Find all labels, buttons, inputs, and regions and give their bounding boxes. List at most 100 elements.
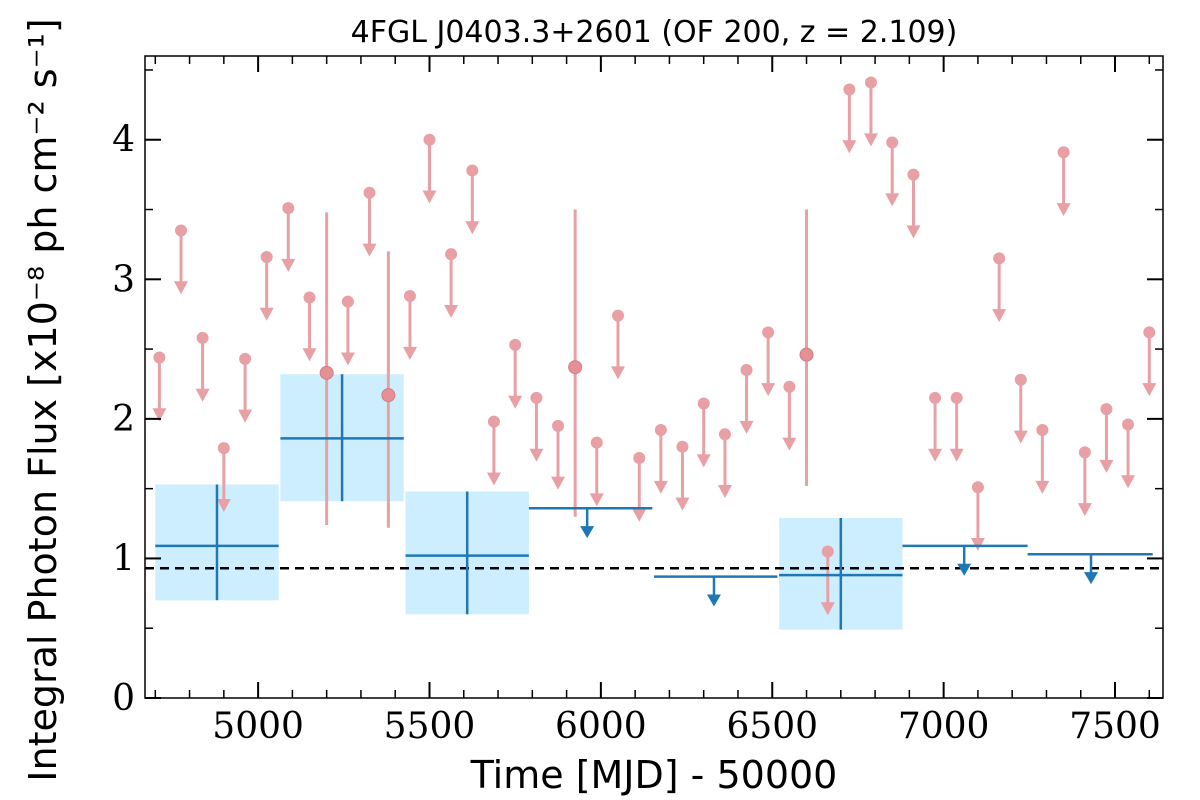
y-tick-label: 1 (112, 538, 135, 579)
short-bin-upper-limit-arrowhead (302, 348, 317, 362)
y-tick-label: 4 (112, 120, 135, 161)
x-tick-label: 7000 (898, 706, 990, 747)
x-tick-label: 7500 (1069, 706, 1161, 747)
x-tick-label: 6000 (555, 706, 647, 747)
short-bin-upper-limit-point (1122, 418, 1135, 431)
short-bin-upper-limit-arrowhead (529, 448, 544, 462)
short-bin-upper-limit-arrowhead (906, 225, 921, 239)
short-bin-upper-limit-arrowhead (281, 258, 296, 272)
short-bin-upper-limit-arrowhead (632, 508, 647, 522)
short-bin-upper-limit-point (445, 248, 458, 261)
short-bin-detection-point (381, 388, 396, 403)
short-bin-upper-limit-point (403, 290, 416, 303)
short-bin-upper-limit-point (239, 352, 252, 365)
short-bin-upper-limit-point (843, 83, 856, 96)
short-bin-upper-limit-arrowhead (675, 497, 690, 511)
long-bin-upper-limit-arrowhead (1084, 572, 1099, 585)
short-bin-upper-limit-point (363, 186, 376, 199)
short-bin-upper-limit-arrowhead (1121, 475, 1136, 489)
short-bin-upper-limit-arrowhead (653, 480, 668, 494)
short-bin-upper-limit-arrowhead (402, 346, 417, 360)
short-bin-upper-limit-arrowhead (1013, 430, 1028, 444)
short-bin-detection-point (799, 347, 814, 362)
short-bin-upper-limit-arrowhead (173, 281, 188, 295)
short-bin-upper-limit-point (993, 252, 1006, 265)
short-bin-detection-point (568, 360, 583, 375)
short-bin-upper-limit-point (612, 309, 625, 322)
short-bin-upper-limit-arrowhead (863, 133, 878, 147)
short-bin-upper-limit-point (282, 202, 295, 215)
plot-area: 5000 5500 6000 6500 7000 7500 0 1 2 3 4 (112, 55, 1164, 747)
short-bin-upper-limit-arrowhead (216, 498, 231, 512)
short-bin-upper-limit-point (590, 436, 603, 449)
short-bin-upper-limit-point (1036, 424, 1049, 437)
short-bin-upper-limit-point (487, 415, 500, 428)
short-bin-upper-limit-arrowhead (465, 221, 480, 235)
short-bin-upper-limit-point (821, 545, 834, 558)
short-bin-upper-limit-arrowhead (362, 243, 377, 257)
y-tick-label: 3 (112, 259, 135, 300)
short-bin-upper-limit-arrowhead (508, 395, 523, 409)
short-bin-upper-limit-arrowhead (340, 352, 355, 366)
short-bin-upper-limit-point (196, 331, 209, 344)
x-tick-label: 5000 (212, 706, 304, 747)
short-bin-upper-limit-point (762, 326, 775, 339)
short-bin-upper-limit-arrowhead (1142, 383, 1157, 397)
short-bin-upper-limit-point (509, 338, 522, 351)
short-bin-upper-limit-point (174, 224, 187, 237)
short-bin-upper-limit-arrowhead (422, 190, 437, 204)
short-bin-upper-limit-point (552, 419, 565, 432)
short-bin-upper-limit-arrowhead (444, 304, 459, 318)
short-bin-upper-limit-point (697, 397, 710, 410)
x-tick-label: 5500 (384, 706, 476, 747)
short-bin-upper-limit-point (907, 168, 920, 181)
short-bin-upper-limit-arrowhead (1056, 203, 1071, 217)
short-bin-upper-limit-arrowhead (238, 409, 253, 423)
long-bin-upper-limit-arrowhead (957, 563, 972, 576)
short-bin-upper-limit-arrowhead (842, 140, 857, 154)
short-bin-upper-limit-arrowhead (611, 366, 626, 380)
short-bin-upper-limit-arrowhead (739, 420, 754, 434)
short-bin-upper-limit-arrowhead (486, 472, 501, 486)
short-bin-upper-limit-point (718, 428, 731, 441)
short-bin-upper-limit-arrowhead (1077, 503, 1092, 517)
short-bin-upper-limit-arrowhead (820, 602, 835, 616)
short-bin-upper-limit-arrowhead (992, 309, 1007, 323)
y-tick-label: 2 (112, 399, 135, 440)
y-axis-label: Integral Photon Flux [x10⁻⁸ ph cm⁻² s⁻¹] (21, 18, 65, 781)
short-bin-upper-limit-point (1100, 403, 1113, 416)
short-bin-upper-limit-arrowhead (195, 388, 210, 402)
short-bin-upper-limit-point (423, 133, 436, 146)
short-bin-upper-limit-arrowhead (782, 437, 797, 451)
short-bin-detection-point (319, 365, 334, 380)
short-bin-upper-limit-arrowhead (928, 448, 943, 462)
short-bin-upper-limit-point (783, 380, 796, 393)
short-bin-upper-limit-point (929, 391, 942, 404)
short-bin-upper-limit-point (153, 351, 166, 364)
short-bin-upper-limit-point (740, 364, 753, 377)
x-tick-label: 6500 (726, 706, 818, 747)
short-bin-upper-limit-arrowhead (589, 493, 604, 507)
short-bin-upper-limit-arrowhead (717, 485, 732, 499)
plot-frame (144, 55, 1164, 699)
short-bin-upper-limit-point (1057, 146, 1070, 159)
short-bin-upper-limit-point (217, 442, 230, 455)
short-bin-upper-limit-arrowhead (259, 307, 274, 321)
short-bin-upper-limit-point (341, 295, 354, 308)
short-bin-upper-limit-arrowhead (551, 476, 566, 490)
chart-title: 4FGL J0403.3+2601 (OF 200, z = 2.109) (351, 15, 958, 50)
short-bin-upper-limit-point (950, 391, 963, 404)
short-bin-upper-limit-point (633, 451, 646, 464)
short-bin-upper-limit-arrowhead (949, 448, 964, 462)
short-bin-upper-limit-point (530, 391, 543, 404)
short-bin-upper-limit-point (654, 424, 667, 437)
short-bin-upper-limit-point (864, 76, 877, 89)
short-bin-upper-limit-point (971, 481, 984, 494)
short-bin-upper-limit-arrowhead (1035, 480, 1050, 494)
short-bin-upper-limit-point (1078, 446, 1091, 459)
short-bin-upper-limit-arrowhead (696, 454, 711, 468)
short-bin-upper-limit-point (1014, 373, 1027, 386)
short-bin-upper-limit-arrowhead (970, 538, 985, 552)
short-bin-upper-limit-point (303, 291, 316, 304)
